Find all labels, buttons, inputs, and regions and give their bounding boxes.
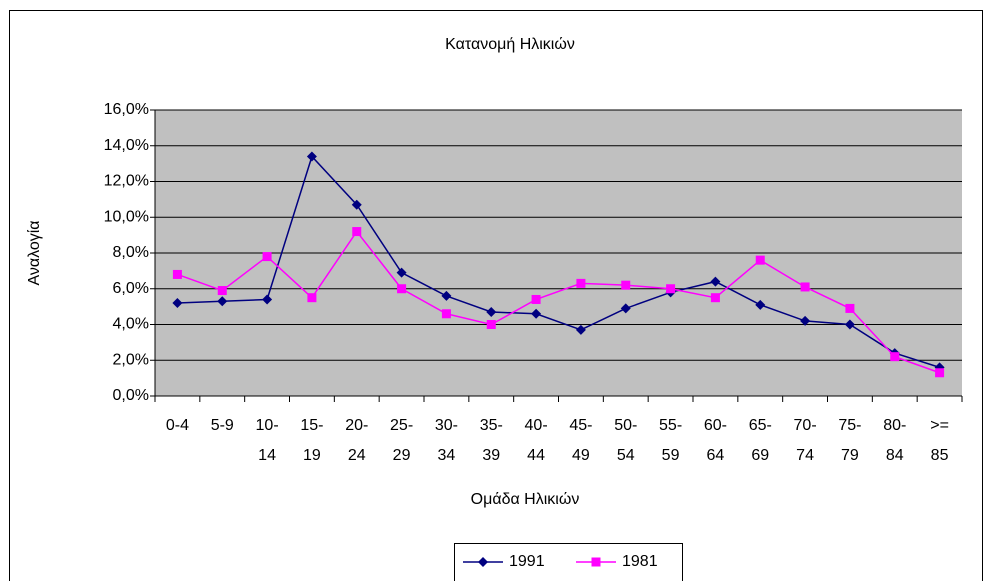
- point: [755, 255, 765, 265]
- y-tick-label: 4,0%: [113, 316, 149, 333]
- point: [217, 296, 228, 307]
- chart-title: Κατανομή Ηλικιών: [445, 36, 575, 53]
- x-tick-label: 30-: [435, 417, 458, 434]
- point: [800, 282, 810, 292]
- point: [352, 227, 362, 237]
- legend-label: 1981: [622, 553, 658, 570]
- x-tick-label: 20-: [345, 417, 368, 434]
- point: [575, 324, 586, 335]
- point: [262, 252, 272, 262]
- point: [262, 294, 273, 305]
- point: [620, 303, 631, 314]
- point: [486, 306, 497, 317]
- y-tick-label: 10,0%: [104, 208, 149, 225]
- x-tick-label: 65-: [749, 417, 772, 434]
- point: [800, 315, 811, 326]
- y-tick-label: 16,0%: [104, 101, 149, 118]
- x-tick-label: 60-: [704, 417, 727, 434]
- x-tick-label: 44: [527, 447, 545, 464]
- x-tick-label: 69: [751, 447, 769, 464]
- y-tick-label: 8,0%: [113, 244, 149, 261]
- x-axis-label: Ομάδα Ηλικιών: [471, 491, 580, 508]
- point: [172, 269, 182, 279]
- point: [397, 284, 407, 294]
- x-tick-label: 64: [707, 447, 725, 464]
- point: [755, 299, 766, 310]
- x-tick-label: 0-4: [166, 417, 189, 434]
- point: [844, 319, 855, 330]
- y-axis-label: Αναλογία: [26, 220, 43, 285]
- x-tick-label: 70-: [794, 417, 817, 434]
- x-tick-label: 10-: [256, 417, 279, 434]
- point: [710, 276, 721, 287]
- x-tick-label: 55-: [659, 417, 682, 434]
- point: [890, 352, 900, 362]
- x-tick-label: 25-: [390, 417, 413, 434]
- x-tick-label: 29: [393, 447, 411, 464]
- x-tick-label: 15-: [300, 417, 323, 434]
- point: [666, 284, 676, 294]
- y-tick-label: 0,0%: [113, 387, 149, 404]
- y-tick-label: 2,0%: [113, 351, 149, 368]
- point: [935, 368, 945, 378]
- point: [531, 294, 541, 304]
- x-tick-label: 75-: [838, 417, 861, 434]
- x-tick-label: 54: [617, 447, 635, 464]
- point: [441, 290, 452, 301]
- series-line: [177, 155, 940, 369]
- y-tick-label: 6,0%: [113, 280, 149, 297]
- x-tick-label: 50-: [614, 417, 637, 434]
- point: [621, 280, 631, 290]
- x-tick-label: 84: [886, 447, 904, 464]
- point: [396, 267, 407, 278]
- legend-label: 1991: [509, 553, 545, 570]
- y-tick-label: 14,0%: [104, 137, 149, 154]
- point: [591, 557, 601, 567]
- point: [576, 278, 586, 288]
- x-tick-label: 79: [841, 447, 859, 464]
- x-tick-label: 14: [258, 447, 276, 464]
- x-tick-label: 74: [796, 447, 814, 464]
- x-tick-label: 45-: [569, 417, 592, 434]
- x-tick-label: 59: [662, 447, 680, 464]
- x-tick-label: 40-: [525, 417, 548, 434]
- point: [441, 309, 451, 319]
- x-tick-label: 19: [303, 447, 321, 464]
- point: [531, 308, 542, 319]
- x-tick-label: 49: [572, 447, 590, 464]
- x-tick-label: 5-9: [211, 417, 234, 434]
- point: [307, 293, 317, 303]
- point: [845, 303, 855, 313]
- point: [710, 293, 720, 303]
- point: [486, 320, 496, 329]
- point: [172, 298, 183, 309]
- x-tick-label: 39: [482, 447, 500, 464]
- x-tick-label: 85: [931, 447, 949, 464]
- x-tick-label: 24: [348, 447, 366, 464]
- point: [306, 151, 317, 162]
- point: [351, 199, 362, 210]
- x-tick-label: 34: [438, 447, 456, 464]
- x-tick-label: 35-: [480, 417, 503, 434]
- series-line: [177, 230, 940, 374]
- y-tick-label: 12,0%: [104, 173, 149, 190]
- point: [217, 286, 227, 296]
- x-tick-label: 80-: [883, 417, 906, 434]
- point: [478, 557, 488, 567]
- x-tick-label: >=: [930, 417, 949, 434]
